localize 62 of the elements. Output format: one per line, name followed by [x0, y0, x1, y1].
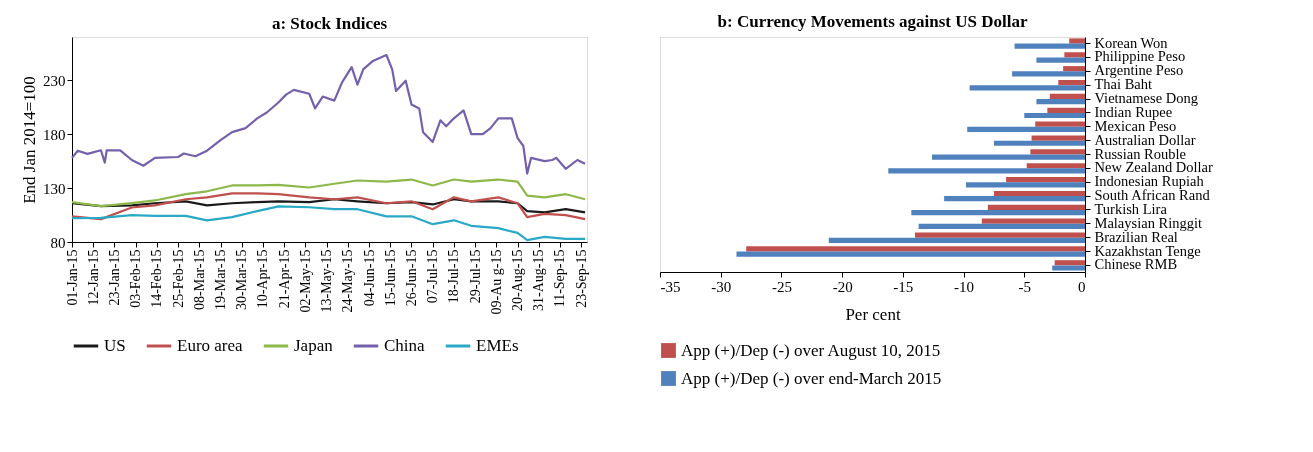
y-tick-label: New Zealand Dollar: [1094, 159, 1214, 176]
y-tick-label: Russian Rouble: [1094, 145, 1186, 162]
y-tick-label: 80: [50, 234, 66, 251]
y-tick-label: 230: [43, 72, 66, 89]
x-tick-label: 0: [1078, 278, 1086, 295]
x-tick-label: -10: [954, 278, 975, 295]
y-tick-label: Indonesian Rupiah: [1094, 173, 1205, 190]
line-series: [70, 198, 587, 214]
y-tick-label: 180: [43, 126, 66, 143]
x-tick-label: 15-Jun-15: [382, 249, 398, 307]
legend-label: US: [104, 336, 126, 355]
x-tick-label: 04-Jun-15: [361, 249, 377, 307]
x-tick-label: 18-Jul-15: [446, 249, 462, 304]
y-tick-label: Korean Won: [1094, 34, 1169, 51]
x-tick-label: 21-Apr-15: [276, 249, 292, 309]
legend-label: App (+)/Dep (-) over end-March 2015: [681, 368, 942, 388]
y-axis-title: End Jan 2014=100: [20, 76, 39, 204]
x-tick-label: 26-Jun-15: [403, 249, 419, 307]
x-tick-label: -20: [832, 278, 853, 295]
y-tick-label: 130: [43, 180, 66, 197]
y-tick-label: Chinese RMB: [1094, 256, 1178, 273]
line-series: [70, 178, 587, 208]
x-tick-label: 07-Jul-15: [425, 249, 441, 304]
x-tick-label: 09-Au g-15: [488, 249, 504, 315]
x-tick-label: 13-May-15: [319, 249, 335, 313]
x-tick-label: 24-May-15: [340, 249, 356, 313]
x-tick-label: 31-Aug-15: [531, 249, 547, 311]
x-tick-label: -5: [1018, 278, 1032, 295]
x-tick-label: 11-Sep-15: [552, 249, 568, 308]
x-tick-label: -15: [893, 278, 914, 295]
x-tick-label: 23-Sep-15: [573, 249, 589, 308]
y-tick-label: Turkish Lira: [1094, 200, 1168, 217]
x-tick-label: 03-Feb-15: [128, 249, 144, 308]
x-tick-label: 12-Jan-15: [85, 249, 101, 306]
legend-label: China: [384, 336, 426, 355]
x-tick-label: 14-Feb-15: [149, 249, 165, 308]
line-series: [70, 53, 587, 175]
legend-label: EMEs: [476, 336, 519, 355]
y-tick-label: Kazakhstan Tenge: [1094, 242, 1201, 259]
x-tick-label: 02-May-15: [297, 249, 313, 313]
y-tick-label: Philippine Peso: [1094, 48, 1186, 65]
y-tick-label: Malaysian Ringgit: [1094, 214, 1203, 231]
x-axis-title: Per cent: [845, 304, 901, 324]
x-tick-label: 29-Jul-15: [467, 249, 483, 304]
x-tick-label: 30-Mar-15: [234, 249, 250, 310]
legend-label: Euro area: [177, 336, 244, 355]
x-tick-label: 25-Feb-15: [170, 249, 186, 308]
x-tick-label: -30: [711, 278, 732, 295]
legend-label: Japan: [294, 336, 334, 355]
y-tick-label: Australian Dollar: [1094, 131, 1196, 148]
x-tick-label: 19-Mar-15: [213, 249, 229, 310]
chart-title: a: Stock Indices: [271, 14, 388, 33]
chart-title: b: Currency Movements against US Dollar: [717, 12, 1028, 32]
x-tick-label: -25: [771, 278, 792, 295]
x-tick-label: 10-Apr-15: [255, 249, 271, 309]
line-series: [70, 192, 587, 221]
x-tick-label: 20-Aug-15: [510, 249, 526, 311]
x-tick-label: 23-Jan-15: [106, 249, 122, 306]
x-tick-label: 08-Mar-15: [191, 249, 207, 310]
legend-label: App (+)/Dep (-) over August 10, 2015: [681, 340, 941, 360]
x-tick-label: -35: [660, 278, 681, 295]
x-tick-label: 01-Jan-15: [64, 249, 80, 306]
